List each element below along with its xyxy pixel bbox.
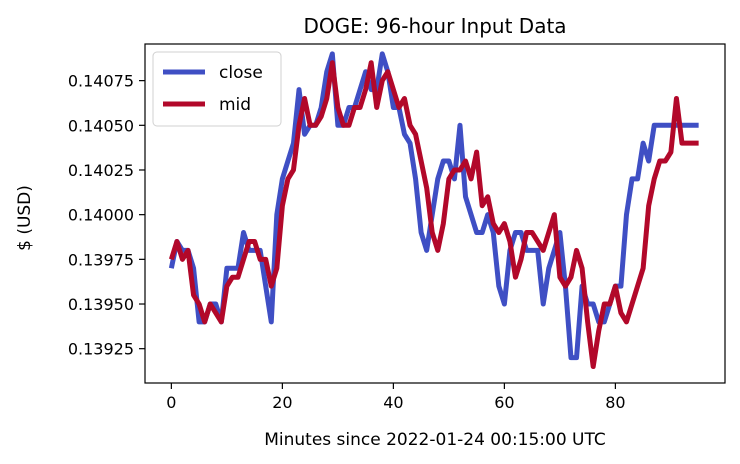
y-tick-label: 0.14075 [68, 72, 134, 91]
x-axis-label: Minutes since 2022-01-24 00:15:00 UTC [264, 430, 606, 450]
chart-title: DOGE: 96-hour Input Data [303, 14, 566, 38]
y-tick-label: 0.13950 [68, 295, 134, 314]
x-tick-label: 0 [166, 393, 176, 412]
axes: 0 20 40 60 80 0.13925 0.13950 0.13975 0.14000 0.1… [68, 43, 726, 412]
legend-label-close: close [219, 63, 263, 83]
y-tick-label: 0.13925 [68, 340, 134, 359]
y-tick-label: 0.14050 [68, 116, 134, 135]
plot-frame [144, 43, 726, 384]
y-tick-label: 0.14000 [68, 206, 134, 225]
plot-area [168, 51, 699, 370]
y-tick-label: 0.14025 [68, 161, 134, 180]
legend-label-mid: mid [219, 95, 251, 115]
legend: close mid [152, 51, 282, 127]
x-tick-label: 20 [272, 393, 292, 412]
y-tick-label: 0.13975 [68, 250, 134, 269]
x-tick-label: 60 [494, 393, 514, 412]
y-axis-label: $ (USD) [15, 185, 35, 251]
series-line-mid [168, 60, 699, 370]
x-tick-label: 40 [383, 393, 403, 412]
x-tick-label: 80 [605, 393, 625, 412]
